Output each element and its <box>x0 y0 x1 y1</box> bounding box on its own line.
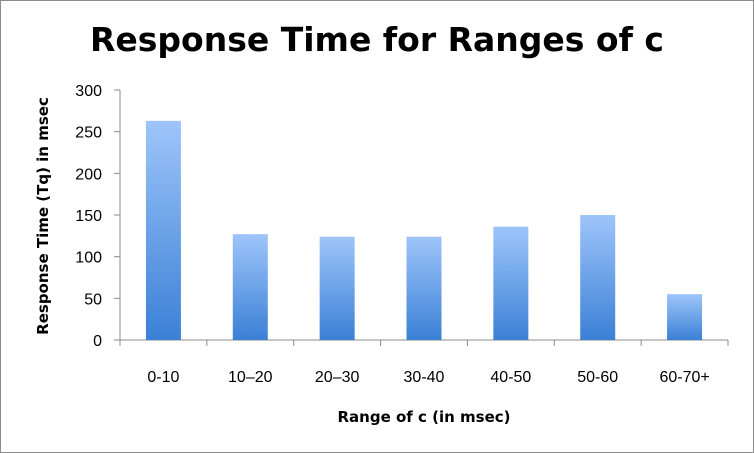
y-tick-label: 200 <box>75 166 102 183</box>
y-tick-label: 0 <box>93 333 102 350</box>
chart-title: Response Time for Ranges of c <box>90 20 664 59</box>
x-tick-label: 50-60 <box>577 369 618 386</box>
y-tick-label: 150 <box>75 208 102 225</box>
x-axis-title: Range of c (in msec) <box>337 408 510 426</box>
x-tick-label: 10–20 <box>228 369 273 386</box>
bar-1 <box>145 120 181 340</box>
bar-5 <box>493 226 529 340</box>
bar-3 <box>319 236 355 340</box>
bar-4 <box>406 236 442 340</box>
y-axis-title: Response Time (Tq) in msec <box>34 97 52 335</box>
x-tick-label: 60-70+ <box>659 369 709 386</box>
x-tick-label: 20–30 <box>315 369 360 386</box>
x-tick-label: 30-40 <box>404 369 445 386</box>
x-tick-label: 40-50 <box>490 369 531 386</box>
bar-6 <box>580 215 616 340</box>
bar-7 <box>667 294 703 340</box>
bar-2 <box>232 234 268 340</box>
y-tick-label: 100 <box>75 250 102 267</box>
y-tick-label: 300 <box>75 83 102 100</box>
y-tick-label: 50 <box>84 291 102 308</box>
y-tick-label: 250 <box>75 125 102 142</box>
x-tick-label: 0-10 <box>147 369 179 386</box>
